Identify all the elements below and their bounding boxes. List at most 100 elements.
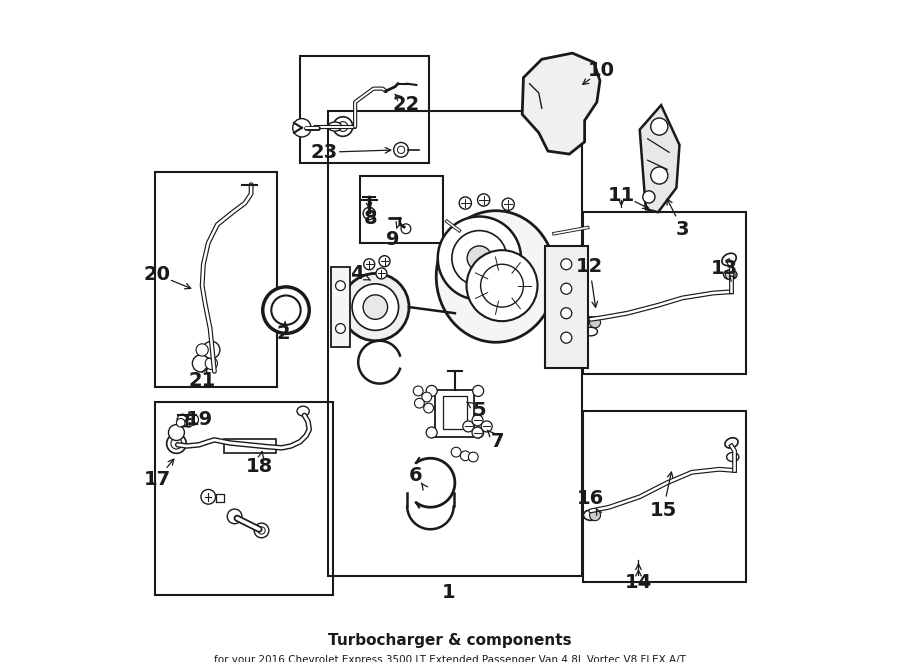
Circle shape — [544, 118, 561, 134]
Circle shape — [187, 414, 199, 425]
Circle shape — [413, 386, 423, 396]
Circle shape — [271, 295, 301, 325]
Text: 8: 8 — [364, 209, 378, 228]
Circle shape — [336, 281, 346, 291]
Circle shape — [201, 489, 216, 504]
Circle shape — [292, 118, 311, 137]
Text: 18: 18 — [246, 457, 273, 476]
Circle shape — [472, 415, 483, 426]
Circle shape — [263, 287, 310, 334]
Ellipse shape — [328, 122, 342, 131]
Text: for your 2016 Chevrolet Express 3500 LT Extended Passenger Van 4.8L Vortec V8 FL: for your 2016 Chevrolet Express 3500 LT … — [214, 655, 686, 662]
Circle shape — [468, 452, 478, 462]
Ellipse shape — [583, 317, 599, 328]
Ellipse shape — [436, 211, 555, 342]
Text: 20: 20 — [144, 265, 171, 284]
Circle shape — [466, 250, 537, 321]
Text: Turbocharger & components: Turbocharger & components — [328, 633, 572, 648]
Circle shape — [363, 207, 375, 220]
Bar — [223, 440, 275, 453]
Circle shape — [196, 344, 208, 356]
Circle shape — [424, 403, 434, 413]
Bar — [331, 267, 349, 347]
Text: 5: 5 — [472, 401, 486, 420]
Ellipse shape — [726, 452, 739, 461]
Circle shape — [451, 448, 461, 457]
Circle shape — [352, 284, 399, 330]
Circle shape — [478, 194, 490, 206]
Circle shape — [561, 308, 572, 318]
Text: 7: 7 — [491, 432, 505, 451]
Circle shape — [461, 451, 470, 461]
Circle shape — [472, 427, 483, 438]
Bar — [583, 411, 745, 583]
Bar — [300, 56, 428, 164]
Ellipse shape — [722, 254, 736, 265]
Bar — [155, 173, 277, 387]
Circle shape — [472, 385, 483, 397]
Ellipse shape — [583, 510, 599, 520]
Circle shape — [651, 118, 668, 135]
Circle shape — [725, 269, 735, 279]
Text: 23: 23 — [311, 143, 338, 162]
Bar — [443, 396, 467, 430]
Text: 12: 12 — [576, 257, 603, 275]
Circle shape — [168, 424, 184, 440]
Circle shape — [467, 246, 491, 270]
Ellipse shape — [584, 327, 598, 336]
Text: 1: 1 — [441, 583, 455, 602]
Text: 2: 2 — [276, 324, 291, 343]
Ellipse shape — [297, 406, 310, 416]
Circle shape — [166, 434, 186, 453]
Circle shape — [401, 224, 410, 234]
Circle shape — [398, 146, 405, 154]
Text: 3: 3 — [676, 220, 689, 239]
Circle shape — [364, 259, 374, 269]
Circle shape — [561, 332, 572, 343]
Circle shape — [202, 342, 220, 359]
Polygon shape — [522, 53, 600, 154]
Bar — [583, 213, 745, 375]
Text: 11: 11 — [608, 185, 635, 205]
Circle shape — [193, 355, 210, 372]
Circle shape — [561, 283, 572, 294]
Circle shape — [590, 317, 600, 328]
Text: 19: 19 — [185, 410, 212, 428]
Bar — [436, 390, 474, 438]
Circle shape — [342, 273, 409, 341]
Bar — [544, 246, 588, 368]
Circle shape — [561, 259, 572, 269]
Circle shape — [363, 295, 388, 319]
Ellipse shape — [725, 438, 738, 448]
Circle shape — [338, 122, 347, 132]
Circle shape — [426, 427, 437, 438]
Circle shape — [426, 385, 437, 397]
Text: 13: 13 — [711, 259, 738, 278]
Circle shape — [376, 268, 387, 279]
Circle shape — [452, 230, 507, 286]
Circle shape — [643, 191, 655, 203]
Text: 17: 17 — [144, 469, 171, 489]
Bar — [155, 402, 332, 594]
Circle shape — [590, 510, 600, 521]
Circle shape — [254, 523, 269, 538]
Circle shape — [379, 256, 390, 267]
Circle shape — [463, 421, 474, 432]
Bar — [360, 175, 443, 243]
Circle shape — [502, 198, 514, 211]
Ellipse shape — [724, 269, 737, 279]
Circle shape — [459, 197, 472, 209]
Circle shape — [422, 392, 432, 402]
Circle shape — [333, 117, 353, 136]
Text: 4: 4 — [350, 264, 364, 283]
Circle shape — [481, 264, 524, 307]
Circle shape — [184, 418, 193, 427]
Circle shape — [171, 438, 182, 449]
Circle shape — [393, 142, 409, 157]
Circle shape — [177, 414, 188, 425]
Circle shape — [651, 167, 668, 184]
Polygon shape — [640, 105, 680, 213]
Text: 22: 22 — [392, 95, 419, 114]
Bar — [328, 111, 581, 577]
Circle shape — [176, 418, 185, 427]
